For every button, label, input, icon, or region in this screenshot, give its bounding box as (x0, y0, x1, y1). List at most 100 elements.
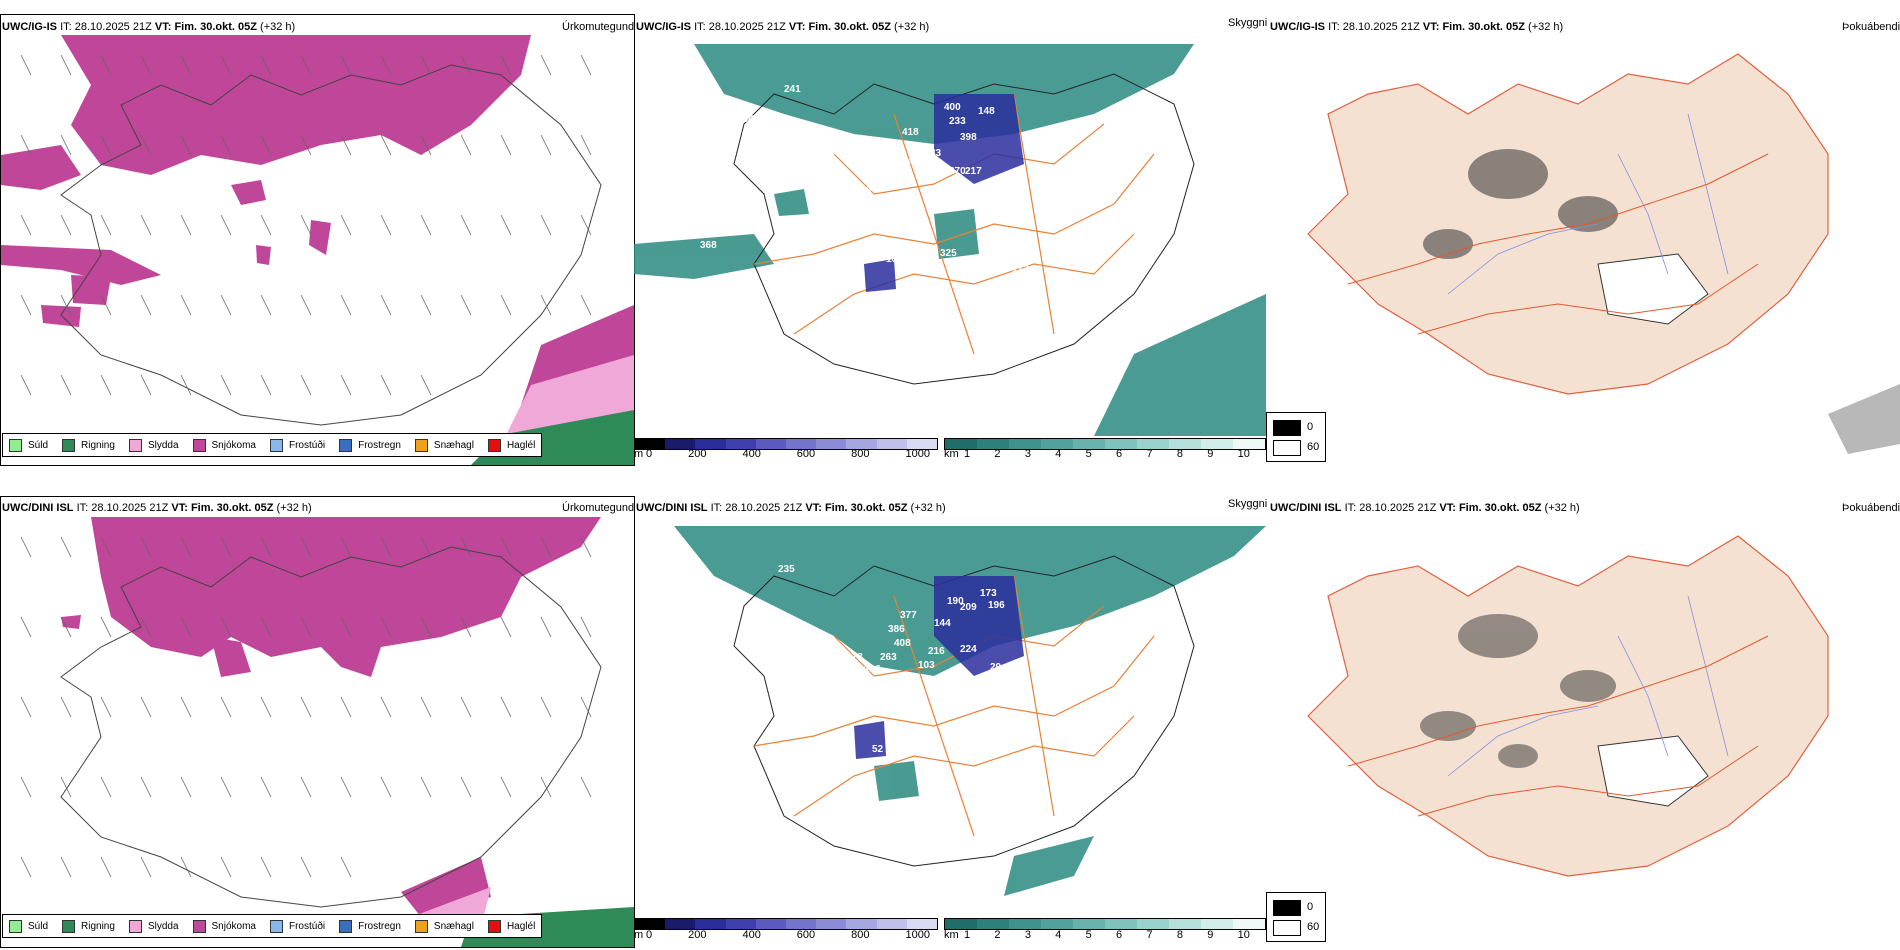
visibility-ticks: 1 2 3 4 5 6 7 8 9 10 (964, 448, 1250, 460)
ceiling-max-label: 102 (886, 254, 903, 265)
init-time: 28.10.2025 21Z (708, 21, 786, 33)
lead-time: (+32 h) (894, 21, 930, 33)
lead-time: (+32 h) (1528, 21, 1564, 33)
ceiling-max-label: 161 (954, 194, 971, 205)
init-time: 28.10.2025 21Z (1342, 21, 1420, 33)
visibility-tick: 5 (1085, 929, 1092, 941)
ceiling-max-label: 408 (894, 638, 911, 649)
legend-item: Slydda (128, 438, 179, 452)
precip-header-dini: UWC/DINI ISL IT: 28.10.2025 21Z VT: Fim.… (2, 502, 312, 514)
fog-header-dini: UWC/DINI ISL IT: 28.10.2025 21Z VT: Fim.… (1270, 502, 1580, 514)
precip-legend-dini: Súld Rigning Slydda Snjókoma Frostúði Fr… (2, 914, 543, 938)
legend-label: Frostregn (358, 920, 401, 932)
visibility-tick: 4 (1055, 448, 1062, 460)
legend-label: Snjókoma (211, 920, 256, 932)
legend-swatch (128, 438, 142, 452)
ceiling-max-label: 83 (930, 148, 942, 159)
ceiling-max-label: 104 (942, 726, 959, 737)
legend-item: Snjókoma (192, 919, 256, 933)
model-name: UWC/IG-IS (1270, 21, 1325, 33)
valid-label: VT: (788, 21, 806, 33)
ceiling-tick: 800 (851, 448, 870, 460)
lead-time: (+32 h) (1544, 502, 1580, 514)
fog-legend-label: 60 (1307, 441, 1320, 453)
ceiling-tick: 200 (688, 929, 707, 941)
model-name: UWC/IG-IS (2, 21, 57, 33)
legend-item: Snæhagl (414, 438, 474, 452)
fog-legend-ig: 0 60 (1266, 412, 1326, 462)
valid-label: VT: (1439, 502, 1456, 514)
fog-map-ig (1307, 53, 1900, 454)
ceiling-max-label: 386 (888, 624, 905, 635)
legend-swatch (487, 919, 501, 933)
visibility-tick: 1 (964, 448, 971, 460)
valid-label: VT: (1422, 21, 1440, 33)
ceiling-max-label: 40 (866, 184, 878, 195)
snow-area (1, 35, 634, 415)
ceiling-max-label: 235 (778, 564, 795, 575)
legend-label: Haglél (506, 439, 536, 451)
lead-time: (+32 h) (260, 21, 296, 33)
ceiling-max-label: 985 (742, 129, 759, 140)
ceiling-tick: 0 (646, 929, 653, 941)
ceiling-max-label: 196 (864, 664, 881, 675)
ceiling-max-label: 103 (918, 660, 935, 671)
cloud-title-dini: Skyggni (1228, 498, 1268, 510)
legend-label: Súld (28, 439, 49, 451)
model-name: UWC/DINI ISL (1270, 502, 1342, 514)
fog-legend-label: 0 (1307, 421, 1314, 433)
visibility-tick: 3 (1024, 448, 1031, 460)
fog-legend-swatch (1273, 920, 1301, 936)
legend-swatch (414, 919, 428, 933)
precip-panel-ig (0, 14, 635, 466)
ceiling-max-label: 233 (949, 116, 966, 127)
ceiling-colorbar-dini (634, 918, 938, 930)
visibility-tick: 6 (1116, 929, 1123, 941)
ceiling-max-label: 270 (949, 166, 966, 177)
visibility-tick: 5 (1085, 448, 1092, 460)
model-name: UWC/IG-IS (636, 21, 691, 33)
iceland-land (1307, 535, 1829, 877)
init-label: IT: (1344, 502, 1357, 514)
ceiling-tick: 400 (742, 929, 761, 941)
legend-label: Súld (28, 920, 49, 932)
valid-time: Fim. 30.okt. 05Z (808, 21, 891, 33)
legend-item: Frostregn (339, 438, 401, 452)
legend-label: Snæhagl (433, 439, 474, 451)
legend-label: Frostregn (358, 439, 401, 451)
ceiling-colorbar-ig (634, 438, 938, 450)
model-name: UWC/DINI ISL (636, 502, 708, 514)
legend-swatch (62, 919, 76, 933)
legend-item: Rigning (62, 438, 115, 452)
ceiling-max-label: 624 (772, 278, 789, 289)
ceiling-tick: 1000 (905, 929, 930, 941)
visibility-tick: 10 (1237, 929, 1250, 941)
legend-item: Frostúði (269, 438, 325, 452)
visibility-tick: 6 (1116, 448, 1123, 460)
visibility-colorbar-dini (944, 918, 1266, 930)
init-time: 28.10.2025 21Z (74, 21, 152, 33)
ceiling-tick: 800 (851, 929, 870, 941)
fog-title-ig: Þokuábendi (1842, 21, 1900, 33)
cloud-panel-ig: 241 354 985 769 418 400 233 148 398 747 … (634, 34, 1266, 436)
visibility-tick: 3 (1024, 929, 1031, 941)
precip-title-ig: Úrkomutegund (562, 21, 635, 33)
legend-item: Frostúði (269, 919, 325, 933)
legend-item: Haglél (487, 919, 535, 933)
ceiling-max-label: 747 (902, 156, 919, 167)
fog-title-dini: Þokuábendi (1842, 502, 1900, 514)
cloud-map-ig: 241 354 985 769 418 400 233 148 398 747 … (634, 44, 1266, 436)
ceiling-tick: 600 (796, 929, 816, 941)
legend-swatch (414, 438, 428, 452)
init-time: 28.10.2025 21Z (1359, 502, 1437, 514)
ceiling-tick: 600 (796, 448, 816, 460)
fog-shading (1420, 614, 1616, 768)
init-time: 28.10.2025 21Z (91, 502, 169, 514)
precip-title-dini: Úrkomutegund (562, 502, 635, 514)
ceiling-max-label: 29 (990, 662, 1002, 673)
ceiling-max-label: 196 (988, 600, 1005, 611)
legend-item: Rigning (62, 919, 115, 933)
iceland-outline (733, 73, 1195, 385)
precip-map-dini (20, 517, 634, 947)
ceiling-max-label: 224 (960, 644, 977, 655)
